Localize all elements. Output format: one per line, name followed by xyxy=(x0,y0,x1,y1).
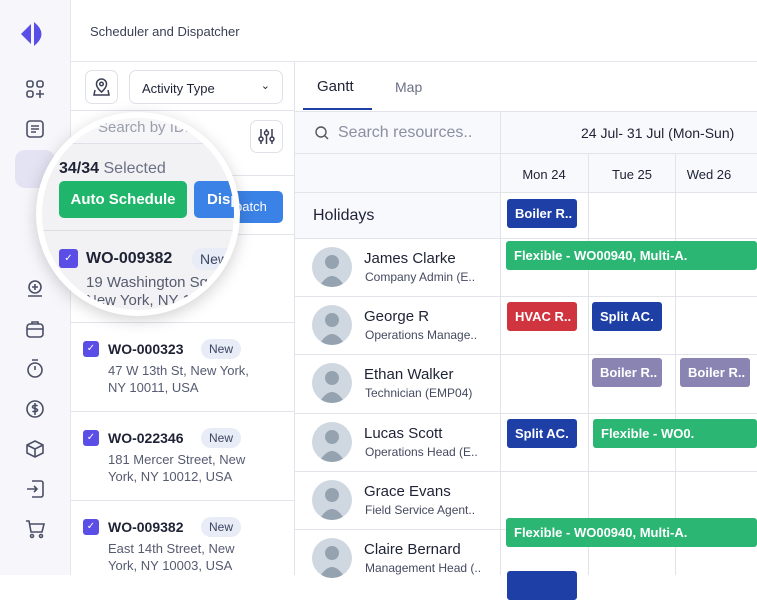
address: 47 W 13th St, New York, xyxy=(108,363,249,378)
status-badge: New xyxy=(201,339,242,359)
activity-type-label: Activity Type xyxy=(142,81,215,96)
apps-icon[interactable] xyxy=(24,78,46,100)
header xyxy=(71,0,757,62)
event-george-split[interactable]: Split AC. xyxy=(592,302,662,331)
date-range[interactable]: 24 Jul- 31 Jul (Mon-Sun) xyxy=(581,125,735,141)
resource-role: Operations Head (E.. xyxy=(365,445,478,459)
address: 181 Mercer Street, New xyxy=(108,452,246,467)
logo-icon xyxy=(21,22,42,46)
address: York, NY 10012, USA xyxy=(108,469,233,484)
sidebar xyxy=(0,0,71,575)
briefcase-icon[interactable] xyxy=(24,318,46,340)
resource-name[interactable]: Grace Evans xyxy=(364,483,451,500)
event-ethan-boiler[interactable]: Boiler R.. xyxy=(680,358,750,387)
chevron-down-icon: ⌄ xyxy=(260,80,270,92)
resource-name[interactable]: James Clarke xyxy=(364,250,456,267)
avatar xyxy=(312,247,352,287)
work-order-id[interactable]: WO-022346 xyxy=(108,430,184,446)
resource-role: Operations Manage.. xyxy=(365,328,478,342)
event-ethan-boiler[interactable]: Boiler R.. xyxy=(592,358,662,387)
sliders-icon xyxy=(258,129,275,144)
event-claire-flexible[interactable]: Flexible - WO00940, Multi-A. xyxy=(506,518,757,547)
map-pin-button[interactable] xyxy=(85,70,118,104)
avatar xyxy=(312,363,352,403)
checkbox[interactable]: ✓ xyxy=(83,430,99,446)
magnifier-overlay: Search by ID... 34/34 Selected Auto Sche… xyxy=(36,112,240,316)
tab-gantt[interactable]: Gantt xyxy=(317,78,354,95)
day-header: Wed 26 xyxy=(686,167,732,182)
event-lucas-flexible[interactable]: Flexible - WO0. xyxy=(593,419,757,448)
avatar xyxy=(312,480,352,520)
day-header: Mon 24 xyxy=(522,167,566,182)
gantt-header xyxy=(295,111,757,193)
resource-role: Management Head (.. xyxy=(365,561,482,575)
status-badge: New xyxy=(201,428,242,448)
import-icon[interactable] xyxy=(24,478,46,500)
address: NY 10011, USA xyxy=(108,380,199,395)
resource-role: Field Service Agent.. xyxy=(365,503,476,517)
resource-search-input[interactable]: Search resources.. xyxy=(338,124,473,141)
event-claire-next[interactable] xyxy=(507,571,577,600)
work-order-id[interactable]: WO-000323 xyxy=(108,341,184,357)
work-order-id[interactable]: WO-009382 xyxy=(108,519,184,535)
filter-button[interactable] xyxy=(250,120,283,153)
avatar xyxy=(312,305,352,345)
event-lucas-split[interactable]: Split AC. xyxy=(507,419,577,448)
search-icon xyxy=(315,126,329,140)
checkbox[interactable]: ✓ xyxy=(59,249,78,268)
wo-search-input[interactable]: Search by ID... xyxy=(98,119,198,136)
dollar-icon[interactable] xyxy=(24,398,46,420)
resource-name[interactable]: Lucas Scott xyxy=(364,425,443,442)
day-header: Tue 25 xyxy=(612,167,652,182)
status-badge: New xyxy=(201,517,242,537)
checkbox[interactable]: ✓ xyxy=(83,519,99,535)
avatar xyxy=(312,422,352,462)
timer-icon[interactable] xyxy=(24,358,46,380)
box-icon[interactable] xyxy=(24,438,46,460)
avatar xyxy=(312,538,352,578)
location-add-icon[interactable] xyxy=(24,278,46,300)
holidays-label: Holidays xyxy=(313,207,375,224)
resource-name[interactable]: Ethan Walker xyxy=(364,366,454,383)
cart-icon[interactable] xyxy=(24,518,46,540)
selected-count: 34/34 Selected xyxy=(59,160,166,177)
resource-name[interactable]: George R xyxy=(364,308,430,325)
dispatch-button-zoomed[interactable]: Dispatch xyxy=(194,181,234,218)
event-george-hvac[interactable]: HVAC R.. xyxy=(507,302,577,331)
auto-schedule-button[interactable]: Auto Schedule xyxy=(59,181,187,218)
resource-role: Technician (EMP04) xyxy=(365,386,473,400)
work-order-panel xyxy=(71,62,295,575)
page-title: Scheduler and Dispatcher xyxy=(90,24,240,39)
event-holiday-boiler[interactable]: Boiler R.. xyxy=(507,199,577,228)
map-pin-icon xyxy=(93,78,110,96)
resource-name[interactable]: Claire Bernard xyxy=(364,541,461,558)
activity-type-select[interactable]: Activity Type ⌄ xyxy=(129,70,283,104)
tab-active-indicator xyxy=(303,108,372,110)
address: East 14th Street, New xyxy=(108,541,235,556)
tab-map[interactable]: Map xyxy=(395,79,423,95)
document-icon[interactable] xyxy=(24,118,46,140)
event-james-flexible[interactable]: Flexible - WO00940, Multi-A. xyxy=(506,241,757,270)
address: York, NY 10003, USA xyxy=(108,558,233,573)
checkbox[interactable]: ✓ xyxy=(83,341,99,357)
resource-role: Company Admin (E.. xyxy=(365,270,476,284)
